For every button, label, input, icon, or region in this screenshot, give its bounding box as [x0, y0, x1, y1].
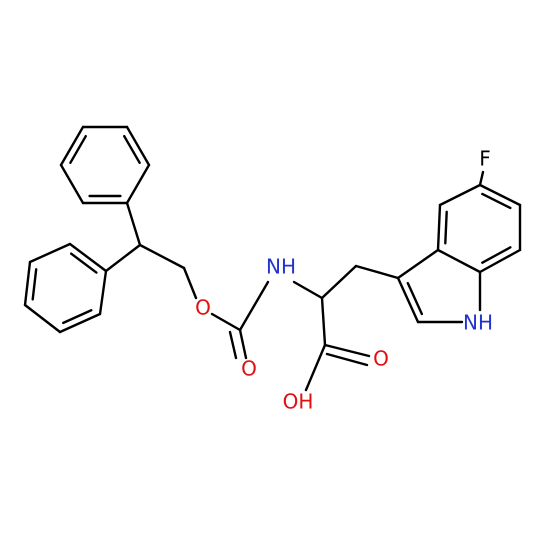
bond: [58, 312, 102, 334]
atom-label: F: [479, 147, 491, 171]
bond: [238, 328, 248, 360]
bond: [396, 248, 440, 280]
bond: [123, 134, 141, 164]
bond: [438, 183, 482, 207]
bond: [62, 309, 93, 325]
bond: [69, 134, 87, 164]
bond: [228, 330, 238, 360]
bond: [396, 276, 420, 324]
bond: [68, 242, 108, 273]
bond: [478, 170, 485, 187]
bond: [481, 192, 512, 210]
bond: [406, 281, 424, 316]
bond: [210, 312, 242, 332]
bond: [125, 163, 151, 205]
bond: [23, 260, 32, 307]
bond: [478, 183, 522, 207]
bond: [31, 268, 38, 301]
bond: [444, 210, 448, 245]
bond: [320, 264, 358, 300]
bond: [59, 163, 85, 205]
bond: [23, 303, 62, 334]
atom-label: O: [241, 357, 257, 381]
atom-label: O: [373, 347, 389, 371]
bond: [98, 269, 108, 316]
bond: [292, 280, 324, 300]
bond: [320, 296, 327, 347]
bond: [481, 246, 512, 264]
bond: [104, 243, 142, 273]
bond: [182, 266, 198, 300]
atom-label: NH: [463, 311, 493, 335]
bond: [125, 125, 151, 167]
bond: [125, 201, 142, 247]
bond: [354, 264, 400, 280]
bond: [70, 252, 98, 274]
atom-label: O: [195, 296, 211, 320]
bond: [138, 243, 186, 270]
bond: [436, 248, 482, 274]
bond: [436, 203, 442, 252]
atom-label: NH: [266, 255, 296, 279]
bond: [304, 343, 327, 392]
bond: [478, 248, 522, 274]
bond: [238, 280, 270, 332]
bonds: [23, 125, 522, 392]
bond: [325, 352, 369, 367]
bond: [323, 343, 371, 358]
atom-label: OH: [283, 390, 314, 414]
bond: [28, 242, 72, 264]
bond: [59, 125, 85, 167]
